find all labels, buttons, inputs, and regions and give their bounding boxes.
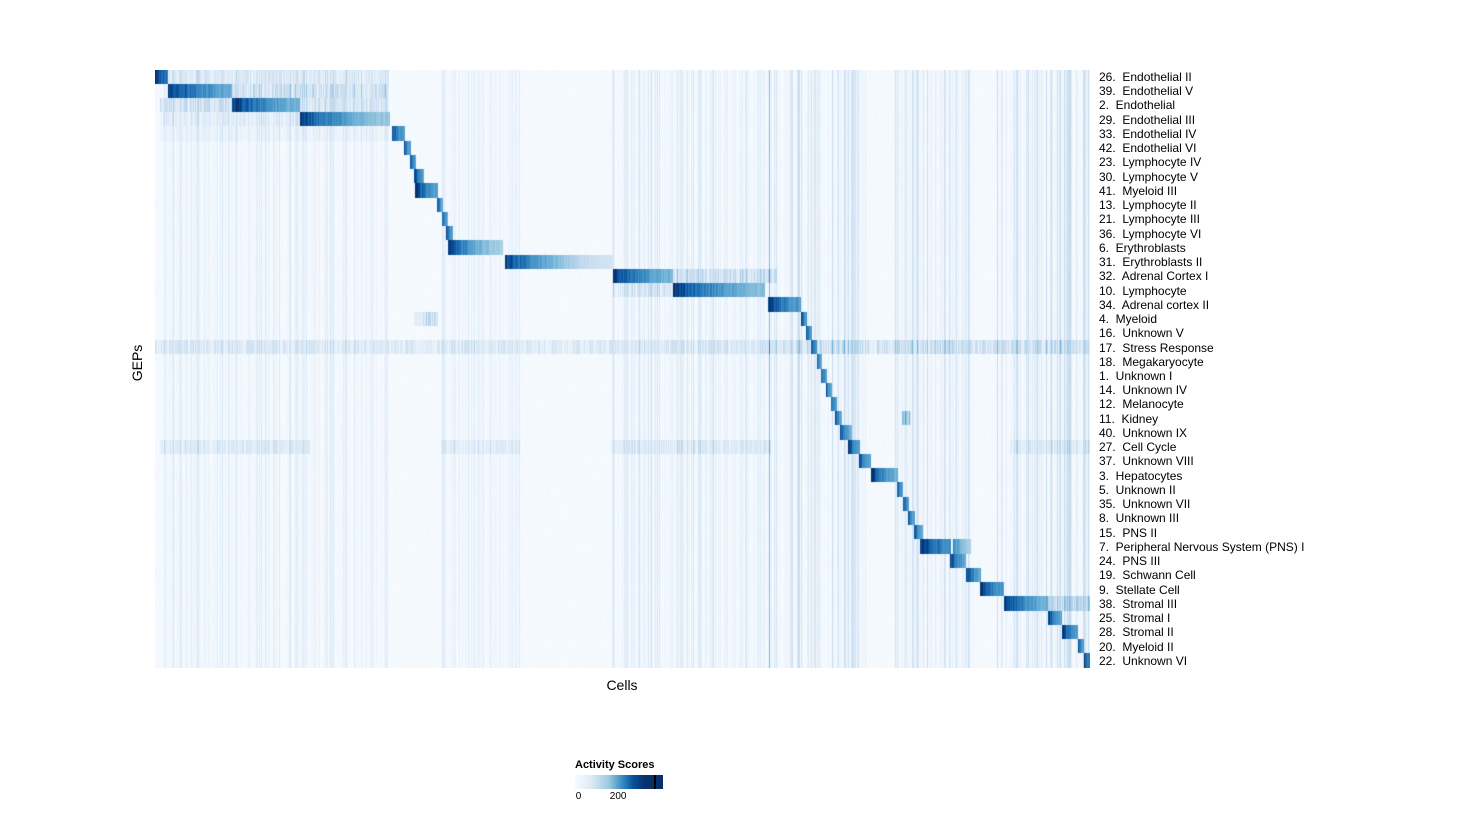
row-label: 11. Kidney [1099, 411, 1159, 426]
row-label: 7. Peripheral Nervous System (PNS) I [1099, 539, 1305, 554]
row-label: 25. Stromal I [1099, 611, 1171, 626]
row-label: 16. Unknown V [1099, 326, 1184, 341]
row-label: 4. Myeloid [1099, 312, 1158, 327]
row-label: 19. Schwann Cell [1099, 568, 1196, 583]
row-label: 15. PNS II [1099, 525, 1158, 540]
row-label: 42. Endothelial VI [1099, 141, 1197, 156]
row-label: 32. Adrenal Cortex I [1099, 269, 1209, 284]
x-axis-label: Cells [606, 677, 638, 693]
legend: Activity Scores 0 200 [575, 759, 715, 803]
row-label: 35. Unknown VII [1099, 497, 1191, 512]
row-label: 27. Cell Cycle [1099, 440, 1177, 455]
legend-ticks: 0 200 [575, 791, 663, 803]
row-label: 10. Lymphocyte [1099, 283, 1187, 298]
row-label: 36. Lymphocyte VI [1099, 226, 1202, 241]
row-label: 33. Endothelial IV [1099, 126, 1197, 141]
row-label: 34. Adrenal cortex II [1099, 297, 1210, 312]
row-label: 23. Lymphocyte IV [1099, 155, 1202, 170]
legend-title: Activity Scores [575, 759, 655, 771]
legend-tick-label: 200 [609, 791, 627, 802]
row-label: 26. Endothelial II [1099, 70, 1192, 84]
row-label: 21. Lymphocyte III [1099, 212, 1200, 227]
row-label: 24. PNS III [1099, 554, 1161, 569]
row-label: 18. Megakaryocyte [1099, 354, 1204, 369]
row-label: 17. Stress Response [1099, 340, 1214, 355]
row-label: 28. Stromal II [1099, 625, 1174, 640]
row-label: 22. Unknown VI [1099, 653, 1188, 668]
row-label: 41. Myeloid III [1099, 183, 1178, 198]
row-label: 13. Lymphocyte II [1099, 198, 1197, 213]
row-label: 39. Endothelial V [1099, 84, 1194, 99]
row-label: 3. Hepatocytes [1099, 468, 1183, 483]
row-label: 5. Unknown II [1099, 482, 1176, 497]
y-axis-label: GEPs [129, 344, 145, 382]
legend-colorbar [575, 775, 663, 789]
row-label: 31. Erythroblasts II [1099, 255, 1203, 270]
row-label: 2. Endothelial [1099, 98, 1176, 113]
legend-tick-label: 0 [575, 791, 582, 802]
legend-tick-line [654, 775, 657, 789]
row-label: 9. Stellate Cell [1099, 582, 1180, 597]
row-label: 14. Unknown IV [1099, 383, 1188, 398]
row-label: 37. Unknown VIII [1099, 454, 1194, 469]
row-labels: 26. Endothelial II 39. Endothelial V 2. En… [1099, 70, 1455, 668]
row-label: 20. Myeloid II [1099, 639, 1174, 654]
row-label: 29. Endothelial III [1099, 112, 1196, 127]
row-label: 40. Unknown IX [1099, 425, 1188, 440]
row-label: 38. Stromal III [1099, 596, 1178, 611]
row-label: 12. Melanocyte [1099, 397, 1184, 412]
row-label: 8. Unknown III [1099, 511, 1180, 526]
row-label: 6. Erythroblasts [1099, 240, 1186, 255]
row-label: 1. Unknown I [1099, 369, 1173, 383]
row-label: 30. Lymphocyte V [1099, 169, 1198, 184]
heatmap-canvas [155, 70, 1090, 668]
